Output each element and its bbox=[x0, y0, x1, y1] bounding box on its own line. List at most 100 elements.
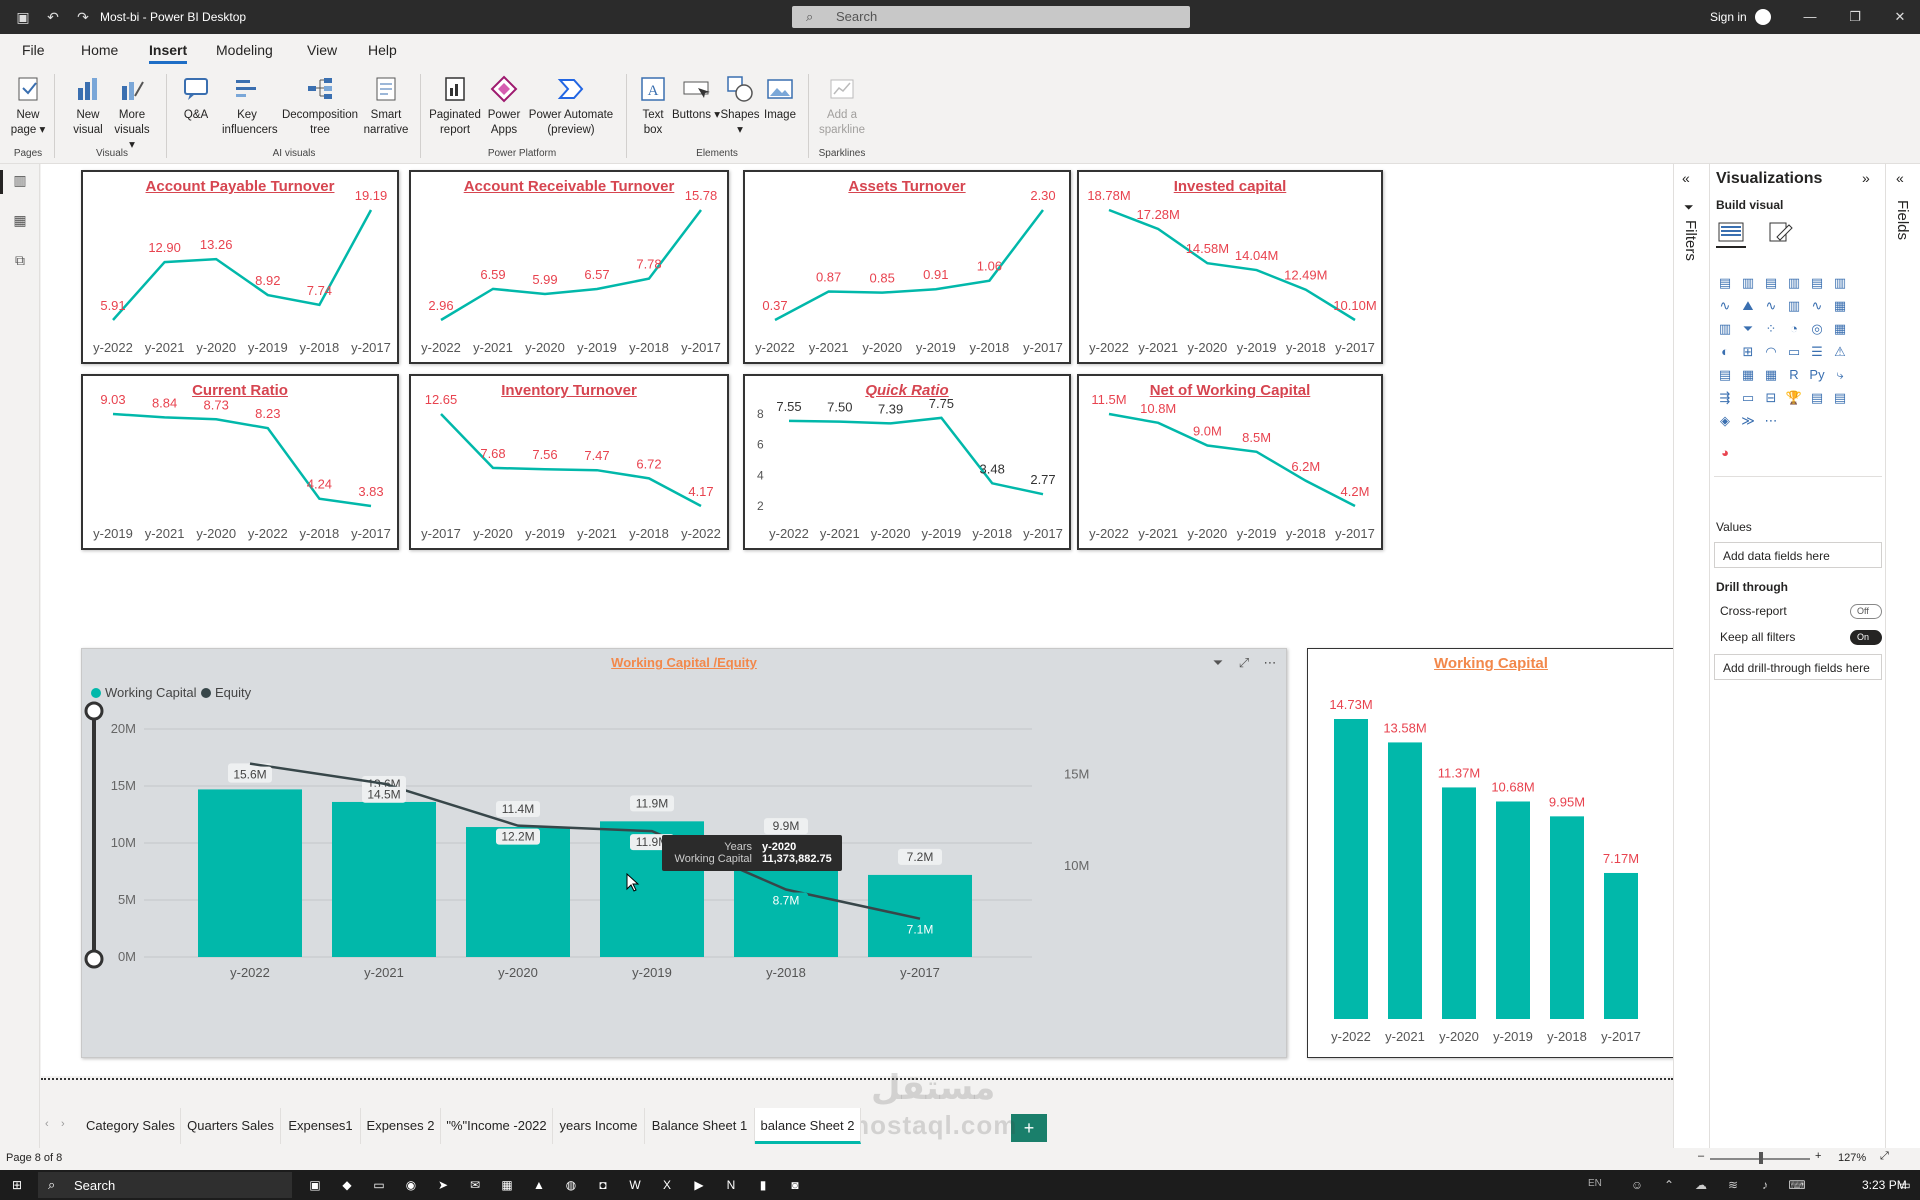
page-tab[interactable]: Category Sales bbox=[81, 1108, 181, 1144]
100-column-icon[interactable]: ▥ bbox=[1833, 275, 1847, 290]
card-icon[interactable]: ▭ bbox=[1787, 344, 1801, 359]
menu-insert[interactable]: Insert bbox=[149, 42, 188, 64]
more-visuals-button[interactable]: More visuals ▾ bbox=[110, 74, 154, 153]
page-tab[interactable]: "%"Income -2022 bbox=[441, 1108, 553, 1144]
undo-icon[interactable]: ↶ bbox=[47, 9, 59, 25]
word-icon[interactable]: W bbox=[629, 1178, 641, 1192]
data-view-icon[interactable]: ▦ bbox=[13, 212, 27, 228]
bar[interactable] bbox=[1604, 872, 1638, 1019]
working-capital-chart[interactable]: Working Capital 14.73M y-2022 13.58M y-2021… bbox=[1307, 648, 1675, 1058]
area-icon[interactable]: ⛰ bbox=[1742, 298, 1754, 313]
filters-label[interactable]: Filters bbox=[1682, 220, 1699, 261]
collapse-filters-icon[interactable]: « bbox=[1682, 170, 1690, 186]
donut-icon[interactable]: ◎ bbox=[1811, 321, 1823, 336]
drill-through-drop-zone[interactable]: Add drill-through fields here bbox=[1714, 654, 1882, 680]
power-automate-icon[interactable]: ◈ bbox=[1720, 413, 1730, 428]
line-card-3[interactable]: Assets Turnover 0.37 y-2022 0.87 y-2021 0.85 y… bbox=[743, 170, 1071, 364]
prev-tab-icon[interactable]: ‹ bbox=[45, 1118, 49, 1130]
bar[interactable] bbox=[332, 801, 436, 957]
keyboard-icon[interactable]: ⌨ bbox=[1788, 1178, 1806, 1192]
treemap-icon[interactable]: ▦ bbox=[1833, 321, 1847, 336]
zoom-out-icon[interactable]: – bbox=[1698, 1150, 1705, 1162]
paginated-icon[interactable]: ▤ bbox=[1810, 390, 1824, 405]
acrobat-icon[interactable]: ▲ bbox=[533, 1178, 545, 1192]
line-card-4[interactable]: Invested capital 18.78M y-2022 17.28M y-2021… bbox=[1077, 170, 1383, 364]
python-visual-icon[interactable]: Py bbox=[1809, 367, 1825, 382]
power-automate-button[interactable]: Power Automate (preview) bbox=[526, 74, 616, 138]
add-sparkline-button[interactable]: Add a sparkline bbox=[814, 74, 870, 138]
qa-button[interactable]: Q&A bbox=[178, 74, 214, 123]
stacked-bar-icon[interactable]: ▤ bbox=[1718, 275, 1732, 290]
image-button[interactable]: Image bbox=[762, 74, 798, 123]
power-apps-button[interactable]: Power Apps bbox=[484, 74, 524, 138]
task-view-icon[interactable]: ▣ bbox=[309, 1178, 321, 1192]
menu-modeling[interactable]: Modeling bbox=[216, 42, 273, 58]
bar[interactable] bbox=[1550, 816, 1584, 1019]
bar[interactable] bbox=[198, 789, 302, 957]
more-visuals-icon[interactable]: ⋯ bbox=[1764, 413, 1778, 428]
taskbar-search[interactable]: ⌕ Search bbox=[38, 1172, 292, 1198]
close-icon[interactable]: ✕ bbox=[1894, 9, 1906, 24]
working-capital-equity-chart[interactable]: Working Capital /Equity ⏷ ⤢ ⋯ Working Ca… bbox=[81, 648, 1287, 1058]
fit-page-icon[interactable]: ⤢ bbox=[1880, 1150, 1889, 1162]
scatter-icon[interactable]: ⁘ bbox=[1765, 321, 1777, 336]
wifi-icon[interactable]: ≋ bbox=[1727, 1178, 1739, 1192]
fields-pane[interactable]: « Fields bbox=[1885, 164, 1920, 1154]
outlook-icon[interactable]: ◘ bbox=[599, 1178, 607, 1192]
save-icon[interactable]: ▣ bbox=[16, 9, 30, 25]
keep-filters-toggle[interactable]: On bbox=[1850, 630, 1882, 645]
kpi-icon[interactable]: ⚠ bbox=[1834, 344, 1846, 359]
decomposition-tree-button[interactable]: Decomposition tree bbox=[278, 74, 362, 138]
waterfall-icon[interactable]: ▥ bbox=[1718, 321, 1732, 336]
funnel-icon[interactable]: ⏷ bbox=[1742, 321, 1754, 336]
range-slider-top-handle[interactable] bbox=[84, 701, 104, 721]
camera-icon[interactable]: ◙ bbox=[791, 1178, 799, 1192]
ribbon-icon[interactable]: ▦ bbox=[1833, 298, 1847, 313]
mail-icon[interactable]: ✉ bbox=[469, 1178, 481, 1192]
avatar[interactable] bbox=[1755, 9, 1771, 25]
new-visual-button[interactable]: New visual bbox=[70, 74, 106, 138]
sign-in-link[interactable]: Sign in bbox=[1710, 10, 1747, 24]
line-column-clustered-icon[interactable]: ∿ bbox=[1811, 298, 1823, 313]
r-visual-icon[interactable]: R bbox=[1789, 367, 1799, 382]
cross-report-toggle[interactable]: Off bbox=[1850, 604, 1882, 619]
line-column-icon[interactable]: ▥ bbox=[1787, 298, 1801, 313]
menu-view[interactable]: View bbox=[307, 42, 338, 58]
bar[interactable] bbox=[868, 874, 972, 957]
key-influencers-icon[interactable]: ⤷ bbox=[1836, 367, 1844, 382]
line-card-5[interactable]: Current Ratio 9.03 y-2019 8.84 y-2021 8.73 y-2… bbox=[81, 374, 399, 550]
smart-narrative-button[interactable]: Smart narrative bbox=[362, 74, 410, 138]
matrix-icon[interactable]: ▦ bbox=[1764, 367, 1778, 382]
bar[interactable] bbox=[466, 827, 570, 957]
metrics-icon[interactable]: 🏆 bbox=[1785, 390, 1803, 405]
filter-icon[interactable]: ⏷ bbox=[1212, 655, 1224, 670]
explorer-icon[interactable]: ▭ bbox=[373, 1178, 385, 1192]
fields-label[interactable]: Fields bbox=[1894, 200, 1911, 241]
onedrive-icon[interactable]: ☁ bbox=[1695, 1178, 1707, 1192]
collapse-fields-icon[interactable]: « bbox=[1896, 170, 1904, 186]
slicer-icon[interactable]: ▤ bbox=[1718, 367, 1732, 382]
gauge-icon[interactable]: ◠ bbox=[1765, 344, 1777, 359]
page-tab[interactable]: balance Sheet 2 bbox=[755, 1108, 861, 1144]
bar[interactable] bbox=[1388, 742, 1422, 1019]
line-card-8[interactable]: Net of Working Capital 11.5M y-2022 10.8M y-… bbox=[1077, 374, 1383, 550]
report-view-icon[interactable]: ▥ bbox=[0, 170, 30, 194]
format-visual-tab[interactable] bbox=[1766, 218, 1796, 248]
more-options-icon[interactable]: ⋯ bbox=[1263, 655, 1277, 670]
smart-narrative-icon[interactable]: ⊟ bbox=[1765, 390, 1777, 405]
paginated-report-button[interactable]: Paginated report bbox=[428, 74, 482, 138]
add-page-button[interactable]: + bbox=[1011, 1114, 1047, 1142]
key-influencers-button[interactable]: Key influencers bbox=[222, 74, 278, 138]
page-tab[interactable]: Expenses 2 bbox=[361, 1108, 441, 1144]
telegram-icon[interactable]: ➤ bbox=[437, 1178, 449, 1192]
line-card-1[interactable]: Account Payable Turnover 5.91 y-2022 12.90 y… bbox=[81, 170, 399, 364]
menu-help[interactable]: Help bbox=[368, 42, 397, 58]
expand-pane-icon[interactable]: » bbox=[1862, 170, 1870, 186]
page-tab[interactable]: years Income bbox=[553, 1108, 645, 1144]
clustered-bar-icon[interactable]: ▤ bbox=[1764, 275, 1778, 290]
range-slider-bottom-handle[interactable] bbox=[84, 949, 104, 969]
chevron-up-icon[interactable]: ⌃ bbox=[1663, 1178, 1675, 1192]
text-box-button[interactable]: A Text box bbox=[636, 74, 670, 138]
page-tab[interactable]: Balance Sheet 1 bbox=[645, 1108, 755, 1144]
zoom-thumb[interactable] bbox=[1759, 1152, 1763, 1164]
